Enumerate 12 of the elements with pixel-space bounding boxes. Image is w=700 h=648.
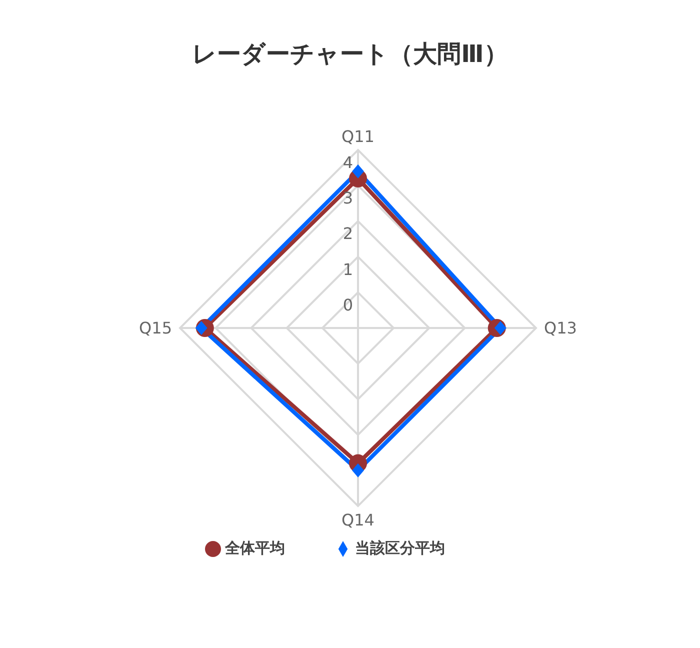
spoke-label: Q15 (139, 318, 172, 338)
y-tick-label: 0 (342, 295, 354, 314)
legend-label: 当該区分平均 (355, 539, 445, 557)
legend-label: 全体平均 (225, 539, 285, 557)
y-tick-label: 1 (342, 260, 354, 279)
y-tick-label: 3 (342, 188, 354, 208)
spoke-label: Q14 (342, 510, 374, 530)
spoke-label: Q11 (342, 127, 374, 146)
spoke-label: Q13 (544, 318, 577, 338)
chart-title: レーダーチャート（大問Ⅲ） (191, 39, 509, 70)
y-tick-label: 2 (342, 224, 354, 244)
y-tick-label: 4 (342, 153, 354, 172)
